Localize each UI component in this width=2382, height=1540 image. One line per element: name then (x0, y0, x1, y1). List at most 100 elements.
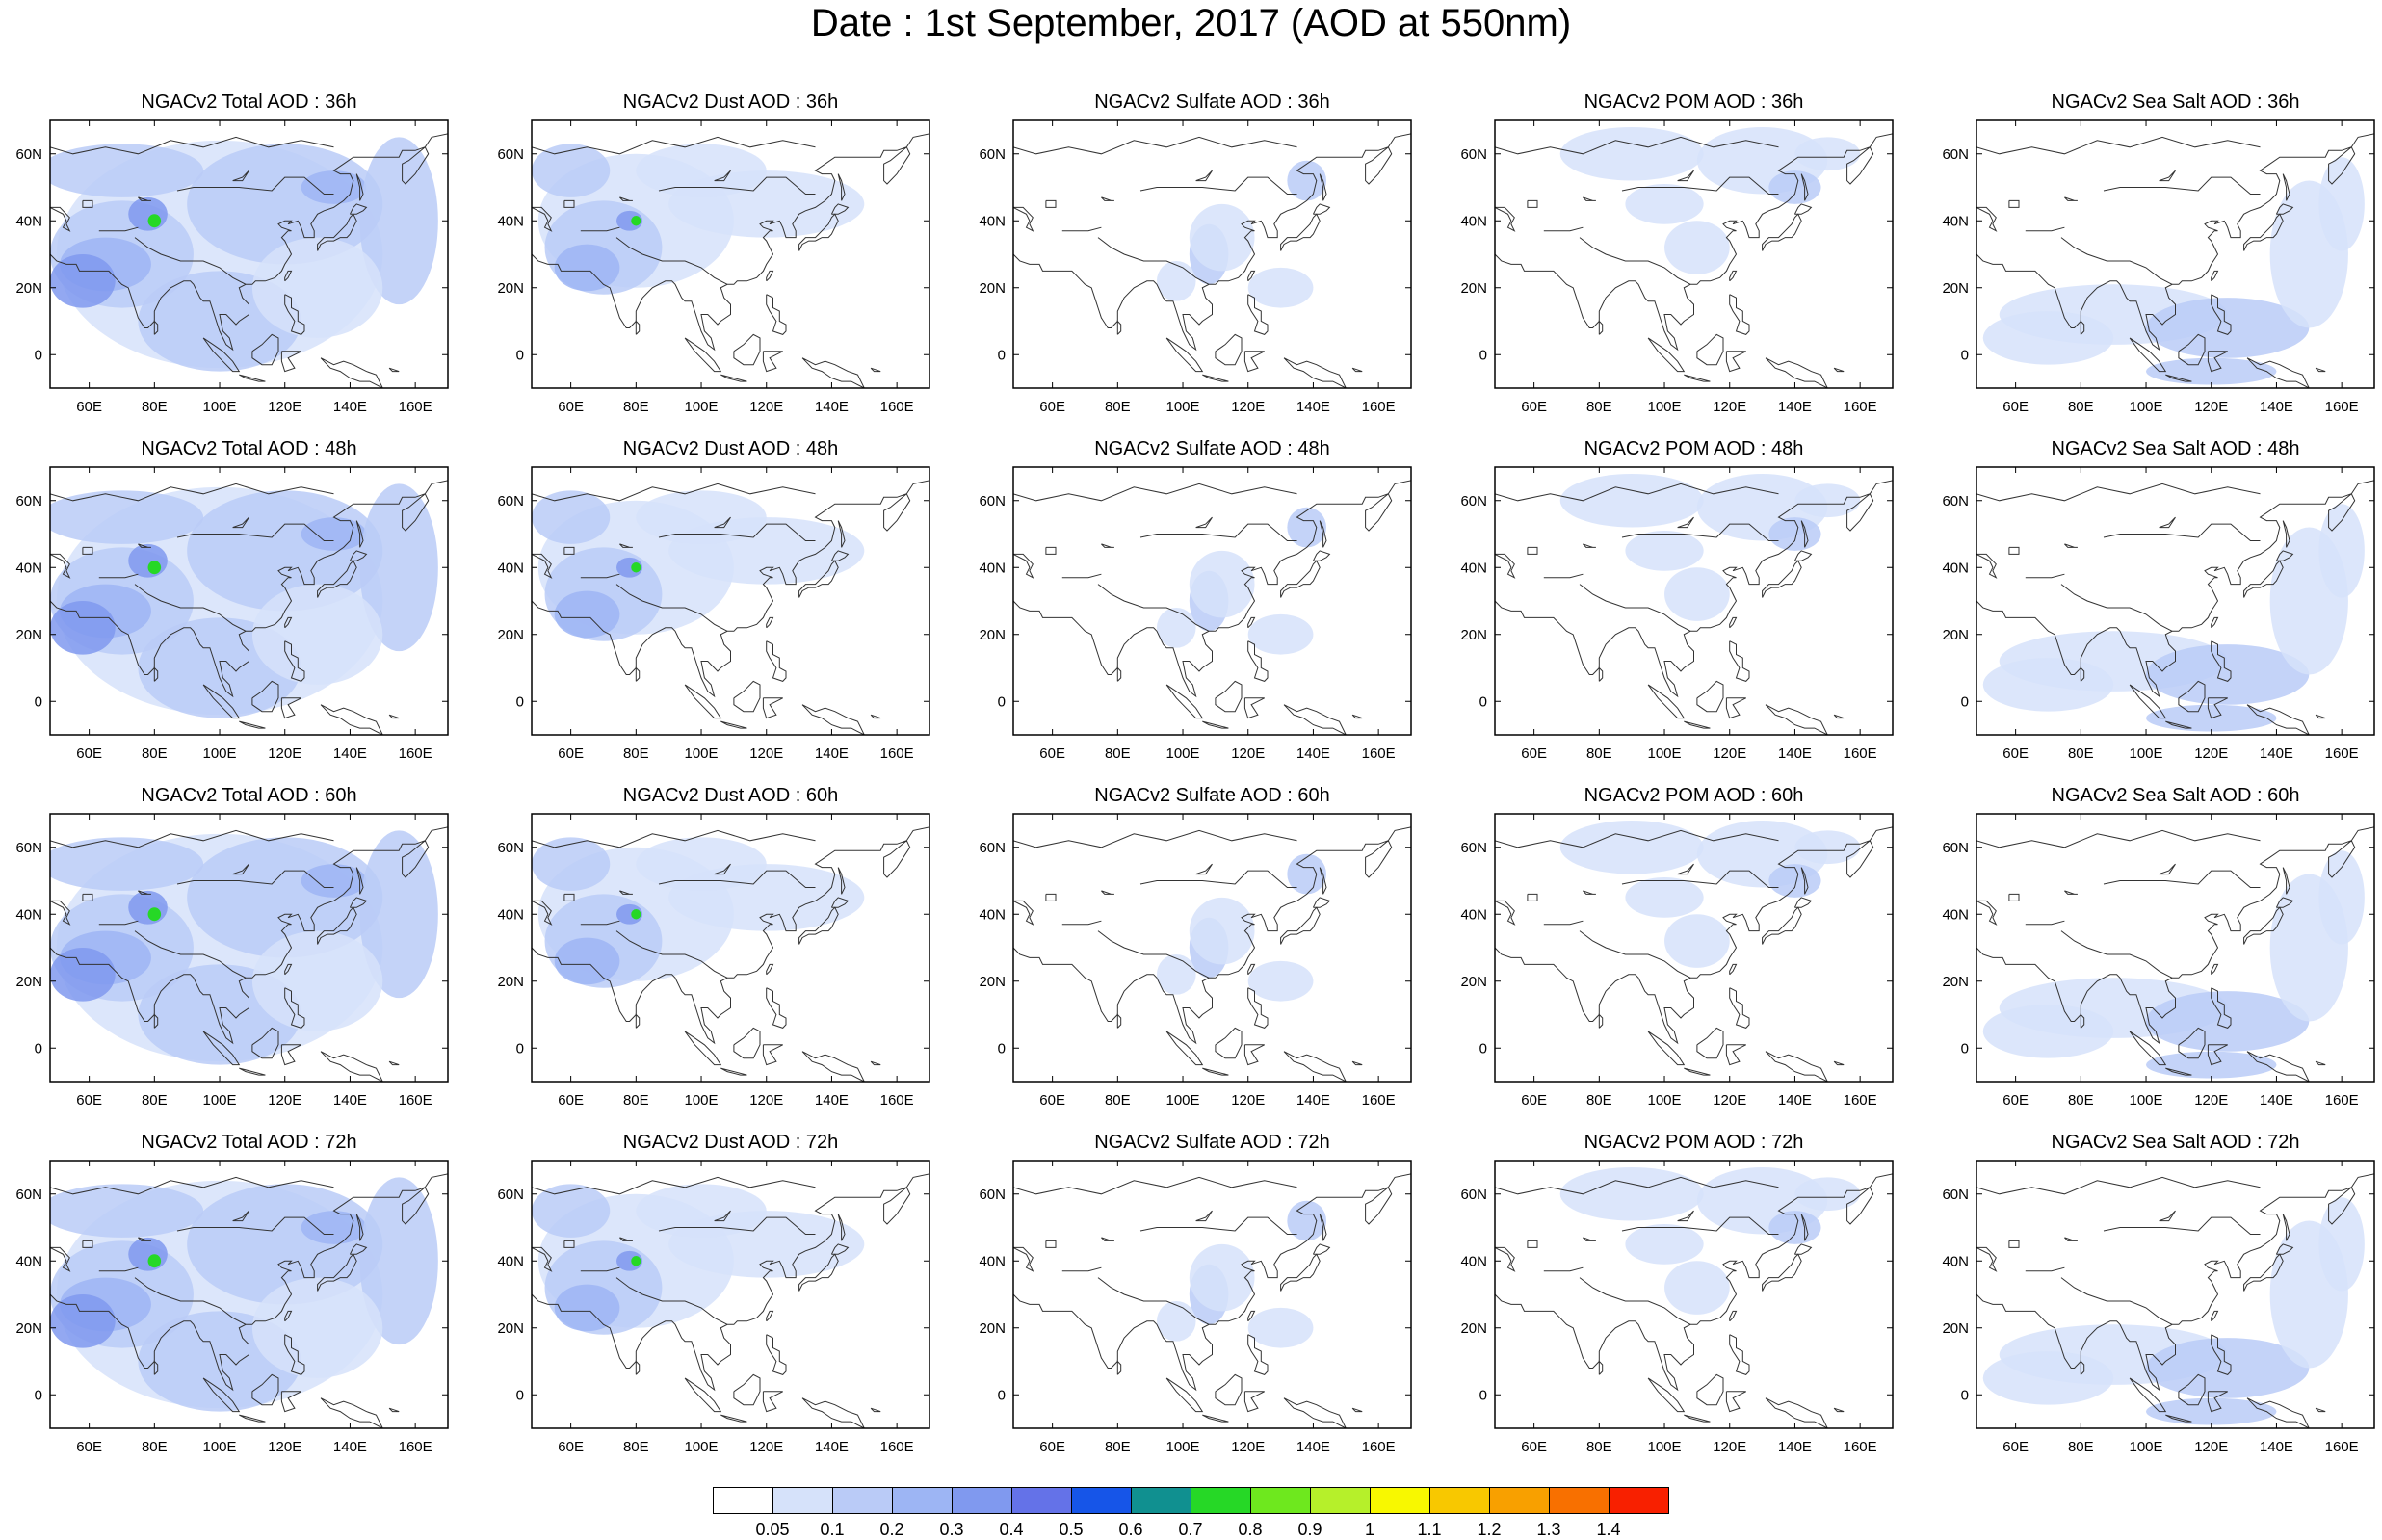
aod-region (1768, 170, 1821, 204)
coastline-segment (1543, 1266, 1584, 1272)
coastline-segment (1013, 1173, 1411, 1392)
coastline-segment (1280, 1253, 1321, 1292)
coastline-segment (2159, 170, 2176, 182)
coastline-segment (837, 173, 846, 201)
coastline-segment (232, 516, 249, 529)
coastline-segment (1725, 1391, 1746, 1413)
coastline-segment (2315, 714, 2326, 719)
coastline-segment (1729, 270, 1738, 282)
coastline-segment (284, 616, 293, 629)
coastline (1976, 480, 2374, 735)
coastline-segment (202, 1377, 241, 1413)
colorbar-label: 0.5 (1059, 1520, 1084, 1539)
coastline-segment (1495, 826, 1893, 1045)
coastline-segment (50, 900, 71, 926)
aod-region (1625, 1224, 1704, 1265)
x-tick-label: 100E (2130, 399, 2163, 415)
coastline-segment (2243, 560, 2284, 598)
colorbar-swatch (1489, 1487, 1550, 1514)
x-tick-label: 100E (203, 399, 237, 415)
y-tick-label: 20N (979, 280, 1006, 297)
coastline-segment (82, 893, 93, 901)
coastline-segment (2103, 1216, 2261, 1235)
map-frame (1976, 466, 2375, 736)
coastline-segment (284, 1334, 305, 1375)
coastline-segment (1495, 480, 1893, 698)
coastline-segment (532, 1246, 553, 1272)
coastline-segment (798, 1253, 839, 1292)
coastline-segment (1283, 357, 1347, 388)
coastline-segment (1527, 199, 1538, 208)
coastline-segment (615, 584, 675, 609)
y-tick-label: 60N (1460, 1187, 1487, 1203)
x-tick-label: 80E (2068, 1092, 2094, 1109)
aod-shading (1982, 504, 2365, 732)
aod-region (50, 601, 116, 655)
y-tick-label: 20N (15, 974, 42, 990)
x-tick-label: 160E (2325, 745, 2359, 762)
coastline-segment (98, 1266, 139, 1272)
coastline-segment (1013, 900, 1034, 926)
x-tick-label: 140E (2260, 399, 2293, 415)
coastline-segment (801, 357, 865, 388)
x-tick-label: 60E (1039, 399, 1065, 415)
aod-region (50, 837, 204, 891)
x-tick-label: 100E (1648, 399, 1682, 415)
colorbar-swatch (892, 1487, 953, 1514)
coastline-segment (2080, 666, 2085, 682)
coastline-segment (2064, 543, 2078, 548)
coastline-segment (202, 337, 241, 373)
coastline-segment (2211, 1310, 2219, 1322)
y-tick-label: 0 (998, 693, 1006, 710)
x-tick-label: 120E (268, 1092, 301, 1109)
x-tick-label: 160E (880, 1092, 914, 1109)
coastline-segment (714, 1210, 731, 1222)
coastline-segment (1677, 170, 1694, 182)
coastline-segment (187, 1300, 247, 1325)
x-tick-label: 140E (815, 1439, 849, 1455)
aod-region (50, 1184, 204, 1238)
x-tick-label: 100E (1648, 745, 1682, 762)
coastline-segment (2060, 930, 2120, 955)
x-tick-label: 140E (1778, 1439, 1812, 1455)
coastline-segment (2064, 890, 2078, 895)
coastline-segment (798, 213, 839, 251)
x-tick-label: 100E (1166, 1092, 1200, 1109)
coastline-segment (1280, 560, 1321, 598)
coastline-segment (2008, 1240, 2020, 1248)
coastline-segment (317, 906, 357, 945)
aod-region (1559, 126, 1704, 181)
x-tick-label: 100E (1648, 1092, 1682, 1109)
x-tick-label: 80E (142, 745, 168, 762)
coastline-segment (138, 196, 151, 201)
coastline-segment (134, 237, 194, 262)
coastline-segment (1116, 1360, 1122, 1375)
coastline-segment (1351, 714, 1363, 719)
colorbar-label: 0.9 (1297, 1520, 1322, 1539)
coastline-segment (837, 520, 846, 548)
coastline-segment (355, 173, 364, 201)
coastline-segment (239, 374, 266, 382)
coastline-segment (1202, 1067, 1229, 1076)
coastline-segment (1621, 176, 1779, 195)
aod-region (1982, 1005, 2114, 1058)
map-panel-pom-2: NGACv2 POM AOD : 60h 60E 80E 100E 120E 140E 16… (1460, 785, 1894, 1117)
coastline-segment (2103, 870, 2261, 888)
x-tick-label: 160E (1362, 1092, 1396, 1109)
coastline-segment (1061, 226, 1102, 232)
coastline-segment (766, 1310, 774, 1322)
coastline-segment (1729, 640, 1750, 682)
y-tick-label: 20N (15, 627, 42, 643)
y-tick-label: 60N (15, 840, 42, 856)
coastline (1013, 826, 1411, 1082)
x-tick-label: 100E (203, 1092, 237, 1109)
coastline-segment (2207, 351, 2228, 373)
coastline-segment (2282, 173, 2290, 201)
coastline-segment (2129, 1031, 2167, 1066)
coastline-segment (1247, 987, 1269, 1029)
x-tick-label: 140E (1296, 745, 1330, 762)
coastline-segment (2113, 953, 2173, 979)
y-tick-label: 40N (1942, 213, 1969, 229)
coastline-segment (1165, 337, 1204, 373)
coastline-segment (1150, 260, 1210, 285)
